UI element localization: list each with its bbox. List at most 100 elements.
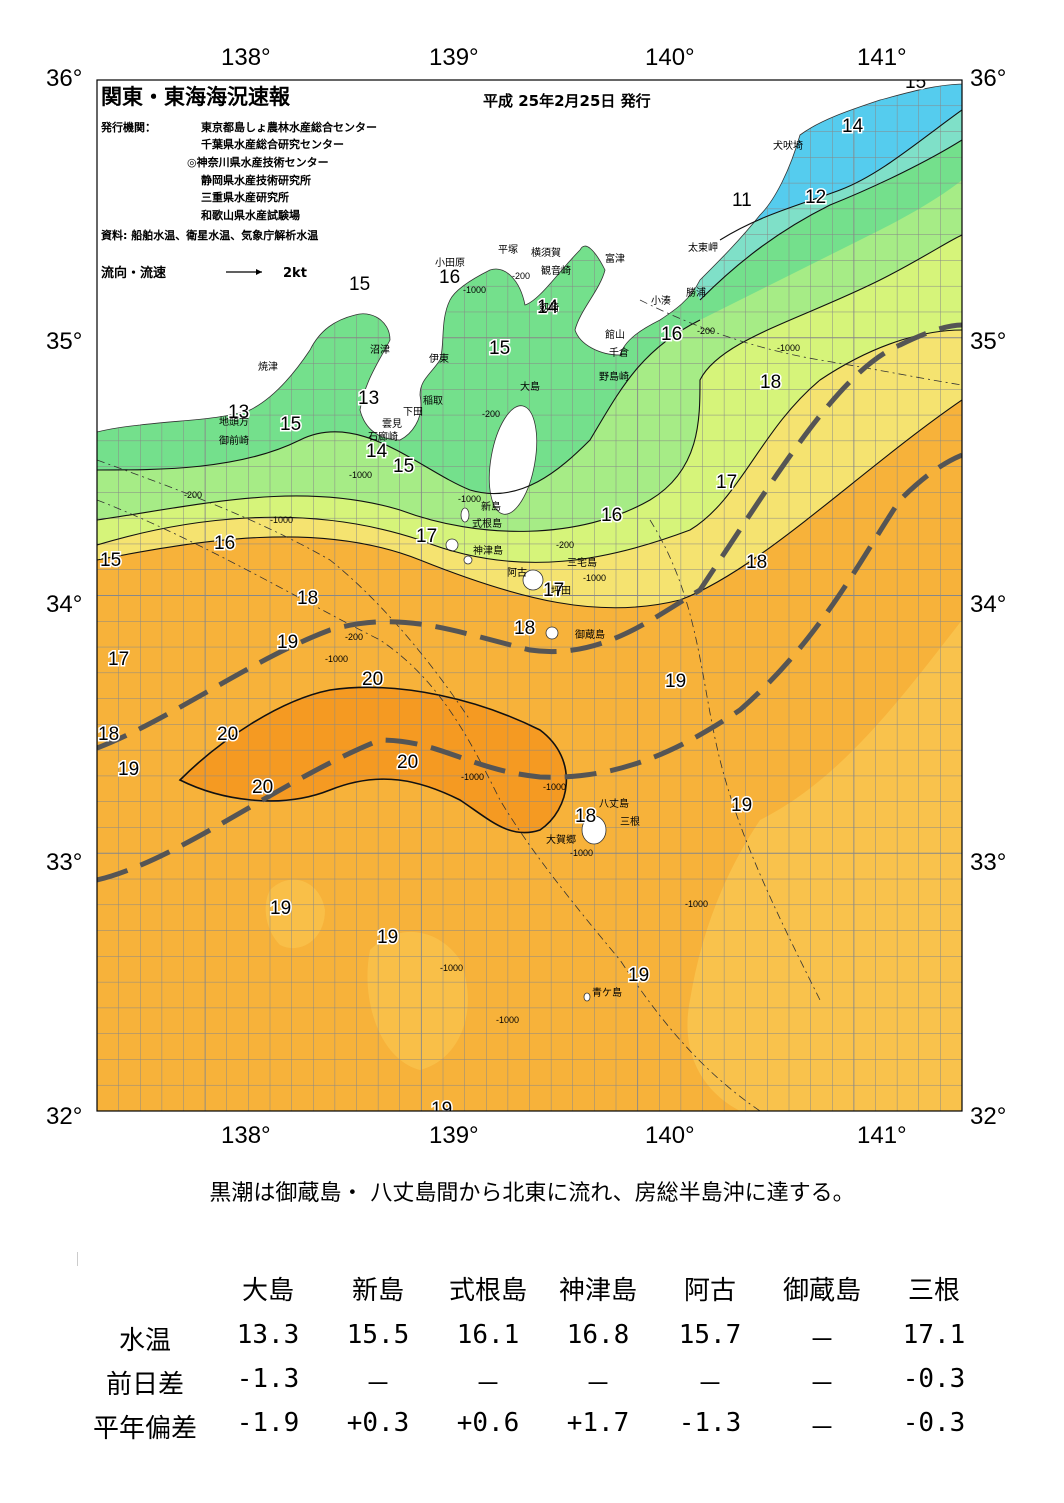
lon-label-bottom: 139° bbox=[429, 1122, 479, 1149]
kuroshio-inner-edge bbox=[97, 322, 962, 751]
mikurajima bbox=[545, 626, 559, 640]
row-label: 前日差 bbox=[105, 1370, 184, 1400]
isotherm-label: 11 bbox=[732, 190, 752, 211]
table-cell: -0.3 bbox=[902, 1408, 966, 1438]
place-label: 下田 bbox=[403, 407, 423, 418]
place-label: 坪田 bbox=[551, 584, 571, 597]
kuroshio-outer-edge bbox=[97, 452, 962, 883]
isotherm-label: 17 bbox=[108, 649, 129, 670]
lon-label-bottom: 140° bbox=[645, 1122, 695, 1149]
isotherm-label: 17 bbox=[416, 526, 437, 547]
place-label: 犬吠埼 bbox=[773, 139, 803, 152]
place-label: 千倉 bbox=[609, 346, 629, 359]
map-header: 関東・東海海況速報 平成 25年2月25日 発行 発行機関： 東京都島しょ農林水… bbox=[100, 85, 651, 281]
place-label: 平塚 bbox=[498, 244, 518, 256]
isotherm-label: 13 bbox=[228, 402, 249, 423]
place-label: 小田原 bbox=[435, 257, 465, 269]
isotherm-label: 15 bbox=[100, 550, 121, 571]
place-label: 式根島 bbox=[472, 517, 502, 530]
isotherm-label: 15 bbox=[280, 414, 301, 435]
depth-contours bbox=[97, 299, 962, 1111]
lon-label-top: 138° bbox=[221, 44, 271, 71]
depth-label: -1000 bbox=[583, 573, 606, 583]
data-source: 資料: 船舶水温、衛星水温、気象庁解析水温 bbox=[101, 228, 318, 242]
lon-label-bottom: 141° bbox=[857, 1122, 907, 1149]
land bbox=[97, 80, 962, 1002]
place-label: 野島崎 bbox=[599, 370, 629, 383]
isotherm-label: 16 bbox=[439, 267, 460, 288]
table-row: 平年偏差 -1.9 +0.3 +0.6 +1.7 -1.3 － -0.3 bbox=[0, 1408, 1064, 1452]
depth-label: -200 bbox=[345, 632, 363, 642]
place-label: 大島 bbox=[520, 380, 540, 393]
place-label: 焼津 bbox=[258, 361, 278, 373]
publisher-5: 三重県水産研究所 bbox=[201, 190, 289, 204]
depth-label: -1000 bbox=[777, 343, 800, 353]
isotherm-label: 15 bbox=[905, 72, 926, 93]
publisher-label: 発行機関： bbox=[100, 120, 156, 134]
lat-label-right: 34° bbox=[970, 591, 1006, 618]
isotherm-label: 14 bbox=[366, 441, 388, 462]
depth-label: -1000 bbox=[543, 782, 566, 792]
place-label: 剱崎 bbox=[539, 301, 559, 314]
table-cell: － bbox=[808, 1370, 835, 1400]
depth-label: -200 bbox=[512, 271, 530, 281]
place-label: 青ケ島 bbox=[592, 986, 622, 999]
lat-label-left: 36° bbox=[46, 65, 82, 92]
column-header: 大島 bbox=[241, 1276, 294, 1306]
kozushima bbox=[463, 555, 473, 565]
isotherm-label: 15 bbox=[393, 456, 414, 477]
depth-label: -1000 bbox=[463, 285, 486, 295]
isotherm-labels: 1514121116151413131514151516151817161718… bbox=[97, 72, 928, 1111]
depth-label: -1000 bbox=[458, 494, 481, 504]
table-cell: 13.3 bbox=[236, 1320, 300, 1350]
isotherm-label: 14 bbox=[537, 297, 559, 318]
depth-label: -1000 bbox=[325, 654, 348, 664]
isotherm-label: 15 bbox=[489, 338, 510, 359]
table-cell: -1.3 bbox=[236, 1364, 300, 1394]
lat-label-left: 34° bbox=[46, 591, 82, 618]
place-label: 八丈島 bbox=[599, 797, 629, 810]
publisher-2: 千葉県水産総合研究センター bbox=[201, 137, 344, 151]
lat-label-right: 33° bbox=[970, 849, 1006, 876]
isotherm-label: 17 bbox=[716, 472, 737, 493]
lat-label-right: 35° bbox=[970, 328, 1006, 355]
publisher-4: 静岡県水産技術研究所 bbox=[201, 173, 311, 187]
table-cell: － bbox=[808, 1326, 835, 1356]
zone-19-patch bbox=[367, 931, 468, 1070]
niijima bbox=[460, 507, 470, 523]
place-label: 地頭方 bbox=[219, 415, 249, 428]
map-frame bbox=[96, 79, 963, 1112]
place-label: 雲見 bbox=[382, 418, 402, 430]
depth-label: -1000 bbox=[440, 963, 463, 973]
place-label: 大賀郷 bbox=[546, 833, 576, 846]
aogashima bbox=[583, 992, 591, 1002]
isotherm-label: 19 bbox=[118, 759, 139, 780]
isotherm-label: 16 bbox=[661, 324, 682, 345]
table-cell: +0.3 bbox=[346, 1408, 410, 1438]
page-mark bbox=[77, 1252, 78, 1266]
place-label: 勝浦 bbox=[686, 286, 706, 299]
isotherm-label: 18 bbox=[746, 552, 767, 573]
depth-label: -200 bbox=[697, 326, 715, 336]
column-header: 三根 bbox=[907, 1276, 960, 1306]
isotherm-label: 17 bbox=[543, 580, 564, 601]
place-label: 三根 bbox=[620, 815, 640, 828]
isotherm-label: 20 bbox=[252, 777, 273, 798]
isotherm-label: 15 bbox=[349, 274, 370, 295]
isotherm-label: 18 bbox=[575, 806, 596, 827]
lon-label-top: 140° bbox=[645, 44, 695, 71]
column-header: 阿古 bbox=[683, 1276, 736, 1306]
table-cell: 16.8 bbox=[566, 1320, 630, 1350]
place-label: 石廊崎 bbox=[368, 430, 398, 443]
isotherm-label: 16 bbox=[214, 533, 235, 554]
lat-label-left: 32° bbox=[46, 1103, 82, 1130]
column-header: 御蔵島 bbox=[782, 1276, 861, 1306]
place-label: 稲取 bbox=[423, 395, 443, 407]
table-cell: 17.1 bbox=[902, 1320, 966, 1350]
row-label: 平年偏差 bbox=[92, 1414, 197, 1444]
place-label: 太東岬 bbox=[688, 241, 718, 254]
lon-label-top: 141° bbox=[857, 44, 907, 71]
table-cell: -1.9 bbox=[236, 1408, 300, 1438]
isotherm-label: 12 bbox=[805, 187, 826, 208]
zone-19-east bbox=[687, 620, 962, 1111]
